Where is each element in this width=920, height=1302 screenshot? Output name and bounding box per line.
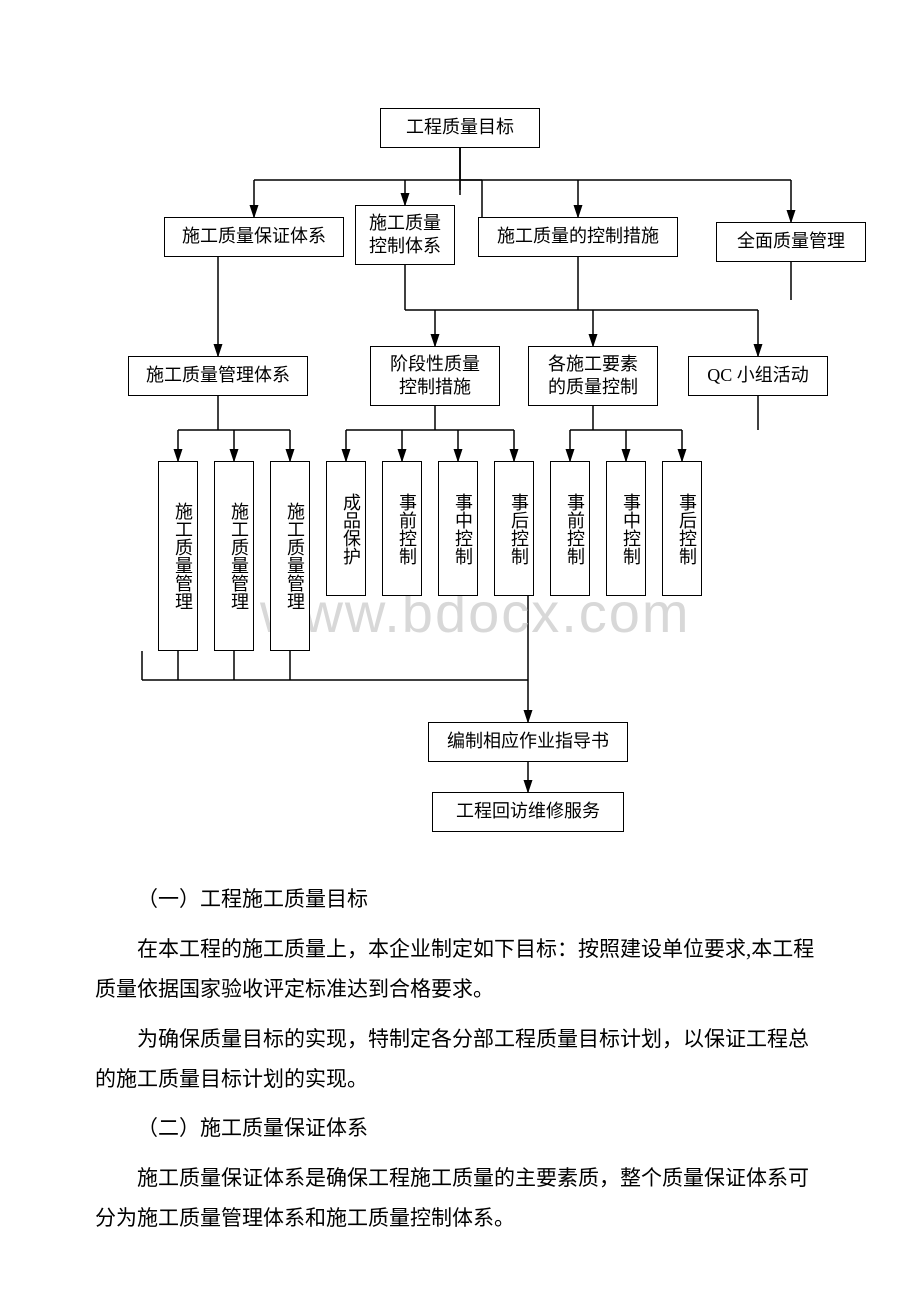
node-v10: 事后控制 <box>662 461 702 596</box>
node-v2: 施工质量管理 <box>214 461 254 651</box>
node-l2b: 施工质量 控制体系 <box>355 205 455 265</box>
body-text: （一）工程施工质量目标 在本工程的施工质量上，本企业制定如下目标：按照建设单位要… <box>0 850 920 1289</box>
heading-1: （一）工程施工质量目标 <box>95 880 825 920</box>
node-top: 工程质量目标 <box>380 108 540 148</box>
node-v3: 施工质量管理 <box>270 461 310 651</box>
node-v4: 成品保护 <box>326 461 366 596</box>
node-l2c: 施工质量的控制措施 <box>478 217 678 257</box>
paragraph-1: 在本工程的施工质量上，本企业制定如下目标：按照建设单位要求,本工程质量依据国家验… <box>95 930 825 1010</box>
flowchart-diagram: www.bdocx.com 工程质量目标 施工质量保证体系 施工质量 控制体系 … <box>0 0 920 850</box>
node-b2: 工程回访维修服务 <box>432 792 624 832</box>
node-v6: 事中控制 <box>438 461 478 596</box>
paragraph-2: 为确保质量目标的实现，特制定各分部工程质量目标计划，以保证工程总的施工质量目标计… <box>95 1020 825 1100</box>
node-v9: 事中控制 <box>606 461 646 596</box>
node-v8: 事前控制 <box>550 461 590 596</box>
page: www.bdocx.com 工程质量目标 施工质量保证体系 施工质量 控制体系 … <box>0 0 920 1289</box>
node-l2d: 全面质量管理 <box>716 222 866 262</box>
heading-2: （二）施工质量保证体系 <box>95 1109 825 1149</box>
paragraph-3: 施工质量保证体系是确保工程施工质量的主要素质，整个质量保证体系可分为施工质量管理… <box>95 1159 825 1239</box>
node-l3b: 阶段性质量 控制措施 <box>370 346 500 406</box>
node-v5: 事前控制 <box>382 461 422 596</box>
node-l3a: 施工质量管理体系 <box>128 356 308 396</box>
node-b1: 编制相应作业指导书 <box>428 722 628 762</box>
node-l3d: QC 小组活动 <box>688 356 828 396</box>
node-l3c: 各施工要素 的质量控制 <box>528 346 658 406</box>
node-v1: 施工质量管理 <box>158 461 198 651</box>
node-l2a: 施工质量保证体系 <box>164 217 344 257</box>
node-v7: 事后控制 <box>494 461 534 596</box>
